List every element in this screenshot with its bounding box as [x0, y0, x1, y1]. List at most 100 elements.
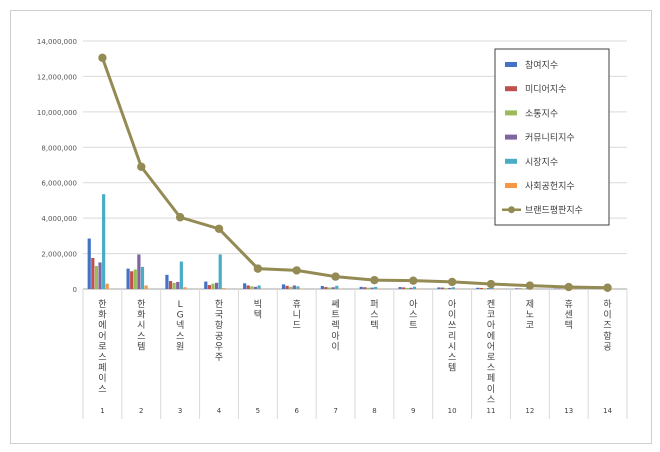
bar — [246, 285, 250, 289]
line-marker — [525, 281, 535, 290]
bar — [183, 287, 187, 289]
rank-label: 10 — [448, 407, 457, 415]
bar — [412, 286, 417, 289]
bar — [292, 285, 296, 289]
bar — [483, 288, 487, 289]
line-marker — [486, 279, 496, 289]
chart-frame: 0 2,000,000 4,000,000 6,000,000 8,000,000 10,… — [10, 10, 652, 444]
bar — [416, 288, 420, 290]
legend-label: 시장지수 — [525, 157, 558, 168]
line-marker — [214, 224, 224, 233]
y-tick-label: 10,000,000 — [37, 109, 77, 117]
bar — [479, 287, 483, 289]
bar — [440, 287, 445, 289]
bar — [137, 254, 141, 289]
bar — [296, 286, 300, 289]
bar — [130, 271, 134, 289]
y-tick-label: 2,000,000 — [41, 251, 77, 259]
bar — [281, 284, 286, 289]
bar — [126, 268, 130, 289]
legend-swatch — [505, 110, 517, 116]
bar — [98, 262, 102, 289]
line-series — [98, 53, 612, 292]
bar — [374, 286, 378, 289]
bar — [165, 274, 169, 289]
bar — [327, 287, 332, 289]
bar — [515, 288, 519, 289]
bar — [211, 283, 215, 289]
bar — [172, 282, 176, 289]
bar — [451, 287, 455, 289]
bar — [102, 194, 106, 289]
rank-label: 12 — [525, 407, 534, 415]
y-tick-label: 0 — [73, 286, 77, 294]
bar — [91, 258, 95, 289]
legend-label: 소통지수 — [525, 108, 558, 119]
line-marker — [447, 277, 457, 287]
bar — [144, 285, 148, 289]
bar — [338, 288, 342, 290]
bar — [87, 238, 91, 289]
rank-label: 3 — [178, 407, 182, 415]
bar — [168, 281, 173, 289]
rank-label: 1 — [100, 407, 104, 415]
bar — [261, 288, 265, 290]
rank-label: 7 — [333, 407, 337, 415]
rank-label: 4 — [217, 407, 222, 415]
rank-label: 9 — [411, 407, 415, 415]
legend-swatch — [505, 62, 517, 67]
line-marker — [98, 53, 107, 63]
legend-swatch — [505, 158, 517, 164]
line-marker — [175, 213, 185, 222]
bar — [487, 288, 491, 289]
bar — [571, 288, 576, 290]
bar-series — [87, 194, 614, 290]
y-tick-label: 14,000,000 — [37, 38, 77, 46]
bar — [218, 254, 222, 289]
bar — [522, 288, 526, 289]
rank-label: 11 — [487, 407, 496, 415]
line-marker — [564, 282, 573, 292]
line-marker — [370, 275, 379, 285]
y-tick-label: 12,000,000 — [37, 73, 77, 81]
bar — [518, 288, 522, 289]
bar — [370, 287, 374, 289]
bar — [250, 286, 254, 289]
bar — [243, 283, 247, 289]
bar — [105, 283, 109, 289]
line-marker — [253, 264, 263, 273]
bar — [207, 285, 211, 289]
rank-label: 2 — [139, 407, 143, 415]
x-axis: 한 화 에 어 로 스 페 이 스 1 한 화 시 스 템 2 L G 넥 스 원 3 한 국 항 공 우 주 4 빅 텍 5 휴 니 드 6 쎄 트 렉 아… — [82, 288, 628, 419]
gridlines — [83, 40, 627, 255]
bar — [405, 287, 409, 289]
legend-marker — [508, 206, 515, 214]
legend-swatch — [505, 86, 517, 92]
chart: 0 2,000,000 4,000,000 6,000,000 8,000,000 10,… — [37, 38, 628, 419]
legend-label: 커뮤니티지수 — [525, 133, 575, 144]
bar — [176, 281, 180, 289]
legend-label: 참여지수 — [525, 59, 558, 71]
bar — [409, 287, 413, 289]
bar — [285, 285, 289, 289]
rank-label: 13 — [564, 407, 573, 415]
bar — [179, 261, 183, 289]
bar — [257, 285, 261, 289]
bar — [222, 288, 226, 289]
bar — [299, 288, 304, 290]
rank-label: 6 — [294, 407, 299, 415]
bar — [476, 287, 480, 289]
bar — [289, 286, 293, 289]
bar — [140, 266, 145, 289]
